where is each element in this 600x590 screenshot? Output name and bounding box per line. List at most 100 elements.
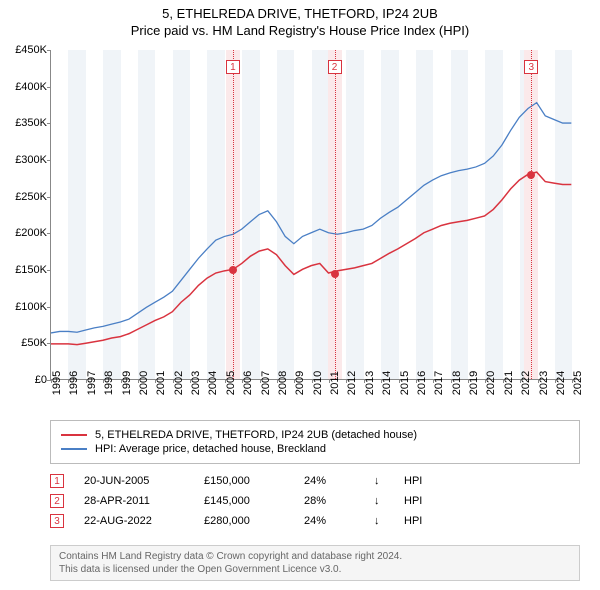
- y-axis-tick-label: £400K: [15, 81, 47, 93]
- footer-line-2: This data is licensed under the Open Gov…: [59, 563, 571, 576]
- x-axis-tick: [399, 379, 400, 383]
- x-axis-tick: [51, 379, 52, 383]
- sale-event-number: 3: [50, 514, 64, 528]
- y-axis-tick-label: £50K: [21, 337, 47, 349]
- x-axis-tick-label: 2000: [138, 371, 150, 395]
- x-axis-tick-label: 1995: [51, 371, 63, 395]
- x-axis-tick: [190, 379, 191, 383]
- y-axis-tick: [47, 270, 51, 271]
- x-axis-tick-label: 2022: [520, 371, 532, 395]
- y-axis-tick-label: £150K: [15, 264, 47, 276]
- x-axis-tick: [207, 379, 208, 383]
- x-axis-tick-label: 2002: [173, 371, 185, 395]
- x-axis-tick-label: 2006: [242, 371, 254, 395]
- legend-label-hpi: HPI: Average price, detached house, Brec…: [95, 443, 326, 455]
- chart-title-subtitle: Price paid vs. HM Land Registry's House …: [0, 23, 600, 38]
- x-axis-tick-label: 2011: [329, 371, 341, 395]
- sale-event-date: 28-APR-2011: [84, 495, 184, 507]
- x-axis-tick: [312, 379, 313, 383]
- sale-event-against: HPI: [404, 475, 422, 487]
- x-axis-tick-label: 2010: [312, 371, 324, 395]
- chart-title-block: 5, ETHELREDA DRIVE, THETFORD, IP24 2UB P…: [0, 0, 600, 38]
- x-axis-tick-label: 2014: [381, 371, 393, 395]
- sale-event-pct: 24%: [304, 515, 354, 527]
- sale-event-arrow-icon: ↓: [374, 515, 384, 527]
- legend-box: 5, ETHELREDA DRIVE, THETFORD, IP24 2UB (…: [50, 420, 580, 464]
- sale-event-arrow-icon: ↓: [374, 495, 384, 507]
- x-axis-tick-label: 2012: [346, 371, 358, 395]
- sale-event-price: £145,000: [204, 495, 284, 507]
- legend-swatch-property: [61, 434, 87, 436]
- x-axis-tick: [433, 379, 434, 383]
- x-axis-tick-label: 1996: [68, 371, 80, 395]
- sale-event-pct: 28%: [304, 495, 354, 507]
- x-axis-tick-label: 2013: [364, 371, 376, 395]
- sale-event-row: 1 20-JUN-2005 £150,000 24% ↓ HPI: [50, 474, 580, 488]
- x-axis-tick-label: 2024: [555, 371, 567, 395]
- x-axis-tick: [242, 379, 243, 383]
- sale-marker-line: [531, 50, 532, 379]
- x-axis-tick: [364, 379, 365, 383]
- x-axis-tick-label: 2001: [155, 371, 167, 395]
- x-axis-tick: [173, 379, 174, 383]
- legend-row-property: 5, ETHELREDA DRIVE, THETFORD, IP24 2UB (…: [61, 429, 569, 441]
- x-axis-tick-label: 1999: [121, 371, 133, 395]
- attribution-footer: Contains HM Land Registry data © Crown c…: [50, 545, 580, 581]
- x-axis-tick-label: 2007: [260, 371, 272, 395]
- sale-marker-number: 3: [524, 60, 538, 74]
- x-axis-tick-label: 2008: [277, 371, 289, 395]
- y-axis-tick-label: £0: [35, 374, 47, 386]
- sale-marker-dot: [331, 270, 339, 278]
- sale-event-date: 22-AUG-2022: [84, 515, 184, 527]
- x-axis-tick: [121, 379, 122, 383]
- sale-event-against: HPI: [404, 515, 422, 527]
- x-axis-tick: [416, 379, 417, 383]
- legend-label-property: 5, ETHELREDA DRIVE, THETFORD, IP24 2UB (…: [95, 429, 417, 441]
- footer-line-1: Contains HM Land Registry data © Crown c…: [59, 550, 571, 563]
- x-axis-tick-label: 2018: [451, 371, 463, 395]
- sale-event-against: HPI: [404, 495, 422, 507]
- sale-event-number: 1: [50, 474, 64, 488]
- x-axis-tick: [103, 379, 104, 383]
- x-axis-tick-label: 1997: [86, 371, 98, 395]
- y-axis-tick-label: £350K: [15, 117, 47, 129]
- x-axis-tick: [555, 379, 556, 383]
- x-axis-tick-label: 2025: [572, 371, 584, 395]
- sale-event-price: £150,000: [204, 475, 284, 487]
- x-axis-tick: [503, 379, 504, 383]
- x-axis-tick: [538, 379, 539, 383]
- x-axis-tick: [346, 379, 347, 383]
- x-axis-tick-label: 1998: [103, 371, 115, 395]
- x-axis-tick-label: 2004: [207, 371, 219, 395]
- series-line-hpi: [51, 103, 571, 333]
- x-axis-tick-label: 2023: [538, 371, 550, 395]
- x-axis-tick: [294, 379, 295, 383]
- x-axis-tick-label: 2005: [225, 371, 237, 395]
- x-axis-tick: [572, 379, 573, 383]
- x-axis-tick: [155, 379, 156, 383]
- sale-event-pct: 24%: [304, 475, 354, 487]
- y-axis-tick: [47, 50, 51, 51]
- chart-lines-svg: [51, 50, 580, 379]
- y-axis-tick: [47, 233, 51, 234]
- legend-swatch-hpi: [61, 448, 87, 450]
- x-axis-tick-label: 2003: [190, 371, 202, 395]
- sale-events-block: 120-JUN-2005£150,00024%↓HPI228-APR-2011£…: [50, 468, 580, 534]
- y-axis-tick: [47, 197, 51, 198]
- y-axis-tick-label: £200K: [15, 227, 47, 239]
- y-axis-tick: [47, 87, 51, 88]
- legend-row-hpi: HPI: Average price, detached house, Brec…: [61, 443, 569, 455]
- sale-event-row: 322-AUG-2022£280,00024%↓HPI: [50, 514, 580, 528]
- y-axis-tick-label: £100K: [15, 301, 47, 313]
- x-axis-tick-label: 2017: [433, 371, 445, 395]
- x-axis-tick: [485, 379, 486, 383]
- y-axis-tick: [47, 123, 51, 124]
- sale-marker-number: 2: [328, 60, 342, 74]
- x-axis-tick: [468, 379, 469, 383]
- x-axis-tick: [520, 379, 521, 383]
- y-axis-tick-label: £300K: [15, 154, 47, 166]
- chart-title-address: 5, ETHELREDA DRIVE, THETFORD, IP24 2UB: [0, 6, 600, 21]
- sale-event-date: 20-JUN-2005: [84, 475, 184, 487]
- sale-event-arrow-icon: ↓: [374, 475, 384, 487]
- y-axis-tick-label: £450K: [15, 44, 47, 56]
